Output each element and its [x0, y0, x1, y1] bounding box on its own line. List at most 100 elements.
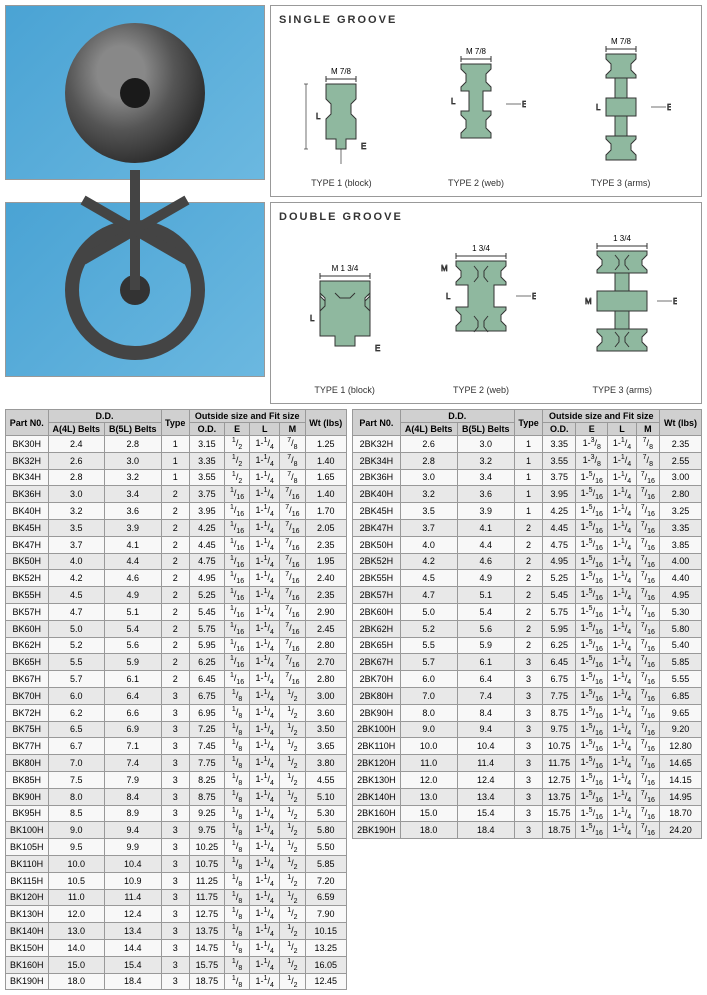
svg-text:L: L	[451, 97, 456, 106]
table-cell: 2BK60H	[353, 603, 401, 620]
table-cell: 3	[514, 687, 543, 704]
table-cell: 1	[514, 503, 543, 520]
table-cell: BK47H	[6, 536, 49, 553]
table-cell: 2	[514, 519, 543, 536]
table-cell: 5.2	[48, 637, 105, 654]
table-row: 2BK45H3.53.914.251-5/161-1/47/163.25	[353, 503, 702, 520]
th-l: L	[250, 423, 280, 436]
table-cell: 6.59	[305, 889, 347, 906]
table-cell: 1/2	[280, 687, 305, 704]
table-cell: BK160H	[6, 956, 49, 973]
table-cell: 1-1/4	[250, 536, 280, 553]
table-cell: 12.0	[400, 771, 457, 788]
table-cell: 1-1/4	[250, 452, 280, 469]
table-cell: 1-1/4	[250, 855, 280, 872]
table-cell: 1/16	[224, 536, 249, 553]
table-cell: BK75H	[6, 721, 49, 738]
table-row: 2BK160H15.015.4315.751-5/161-1/47/1618.7…	[353, 805, 702, 822]
table-cell: 1-1/4	[608, 536, 636, 553]
table-cell: 6.45	[543, 654, 576, 671]
table-cell: 2BK120H	[353, 755, 401, 772]
table-cell: BK100H	[6, 822, 49, 839]
table-row: 2BK130H12.012.4312.751-5/161-1/47/1614.1…	[353, 771, 702, 788]
table-cell: 1/8	[224, 721, 249, 738]
type1-single-svg: M 7/8 L E	[301, 64, 381, 174]
table-cell: 18.75	[189, 973, 224, 990]
table-cell: 14.4	[105, 939, 162, 956]
table-cell: 1-1/4	[250, 671, 280, 688]
table-cell: 2.8	[400, 452, 457, 469]
table-cell: 2BK40H	[353, 486, 401, 503]
table-cell: 2	[514, 587, 543, 604]
table-cell: 1-3/8	[576, 452, 608, 469]
table-cell: 1/2	[280, 755, 305, 772]
table-row: 2BK90H8.08.438.751-5/161-1/47/169.65	[353, 704, 702, 721]
th-a4l: A(4L) Belts	[48, 423, 105, 436]
table-cell: 3.35	[543, 436, 576, 453]
table-cell: 1/2	[224, 469, 249, 486]
type1d-label: TYPE 1 (block)	[295, 385, 395, 395]
table-cell: 7/16	[280, 536, 305, 553]
table-cell: 9.20	[660, 721, 702, 738]
table-cell: 7/16	[636, 587, 660, 604]
table-cell: 7/8	[280, 452, 305, 469]
table-cell: 1-5/16	[576, 570, 608, 587]
table-cell: 1-5/16	[576, 721, 608, 738]
table-cell: 3	[161, 771, 189, 788]
th-e2: E	[576, 423, 608, 436]
svg-text:L: L	[310, 314, 315, 323]
th-part2: Part N0.	[353, 410, 401, 436]
table-cell: 6.6	[105, 704, 162, 721]
table-cell: 7.4	[457, 687, 514, 704]
table-cell: 11.0	[400, 755, 457, 772]
table-cell: 4.9	[457, 570, 514, 587]
table-cell: 4.5	[400, 570, 457, 587]
table-cell: 3	[161, 687, 189, 704]
th-outside2: Outside size and Fit size	[543, 410, 660, 423]
table-cell: 3.9	[457, 503, 514, 520]
table-cell: 1-1/4	[250, 704, 280, 721]
table-cell: 3	[161, 855, 189, 872]
table-cell: 3.55	[543, 452, 576, 469]
table-cell: 5.30	[305, 805, 347, 822]
table-cell: 6.7	[48, 738, 105, 755]
table-cell: 2BK70H	[353, 671, 401, 688]
table-cell: 1-1/4	[250, 973, 280, 990]
table-cell: 5.1	[105, 603, 162, 620]
table-cell: 1/8	[224, 872, 249, 889]
table-cell: BK110H	[6, 855, 49, 872]
table-cell: 2BK110H	[353, 738, 401, 755]
table-cell: 2.8	[48, 469, 105, 486]
table-cell: 5.0	[400, 603, 457, 620]
table-cell: 1-1/4	[608, 620, 636, 637]
table-cell: 3	[161, 973, 189, 990]
table-cell: 7.90	[305, 906, 347, 923]
table-cell: 1	[161, 469, 189, 486]
table-row: BK190H18.018.4318.751/81-1/41/212.45	[6, 973, 347, 990]
table-cell: 6.9	[105, 721, 162, 738]
table-cell: 8.0	[400, 704, 457, 721]
table-row: 2BK57H4.75.125.451-5/161-1/47/164.95	[353, 587, 702, 604]
th-type: Type	[161, 410, 189, 436]
table-cell: BK36H	[6, 486, 49, 503]
table-cell: BK115H	[6, 872, 49, 889]
table-cell: BK190H	[6, 973, 49, 990]
table-cell: 1-1/4	[608, 721, 636, 738]
table-cell: 1-1/4	[608, 671, 636, 688]
table-cell: 2BK57H	[353, 587, 401, 604]
table-cell: 13.4	[457, 788, 514, 805]
pulley-photo-spoke	[5, 202, 265, 377]
table-cell: 2BK34H	[353, 452, 401, 469]
table-cell: 5.85	[305, 855, 347, 872]
table-cell: 1-1/4	[250, 469, 280, 486]
table-cell: 7/16	[636, 469, 660, 486]
table-cell: 7/16	[280, 503, 305, 520]
pulley-photo-solid	[5, 5, 265, 180]
table-cell: 3.00	[660, 469, 702, 486]
table-cell: 13.75	[189, 923, 224, 940]
table-cell: 3	[514, 654, 543, 671]
table-cell: 5.45	[543, 587, 576, 604]
table-cell: 1-1/4	[250, 788, 280, 805]
table-cell: 16.05	[305, 956, 347, 973]
table-cell: 2.35	[660, 436, 702, 453]
